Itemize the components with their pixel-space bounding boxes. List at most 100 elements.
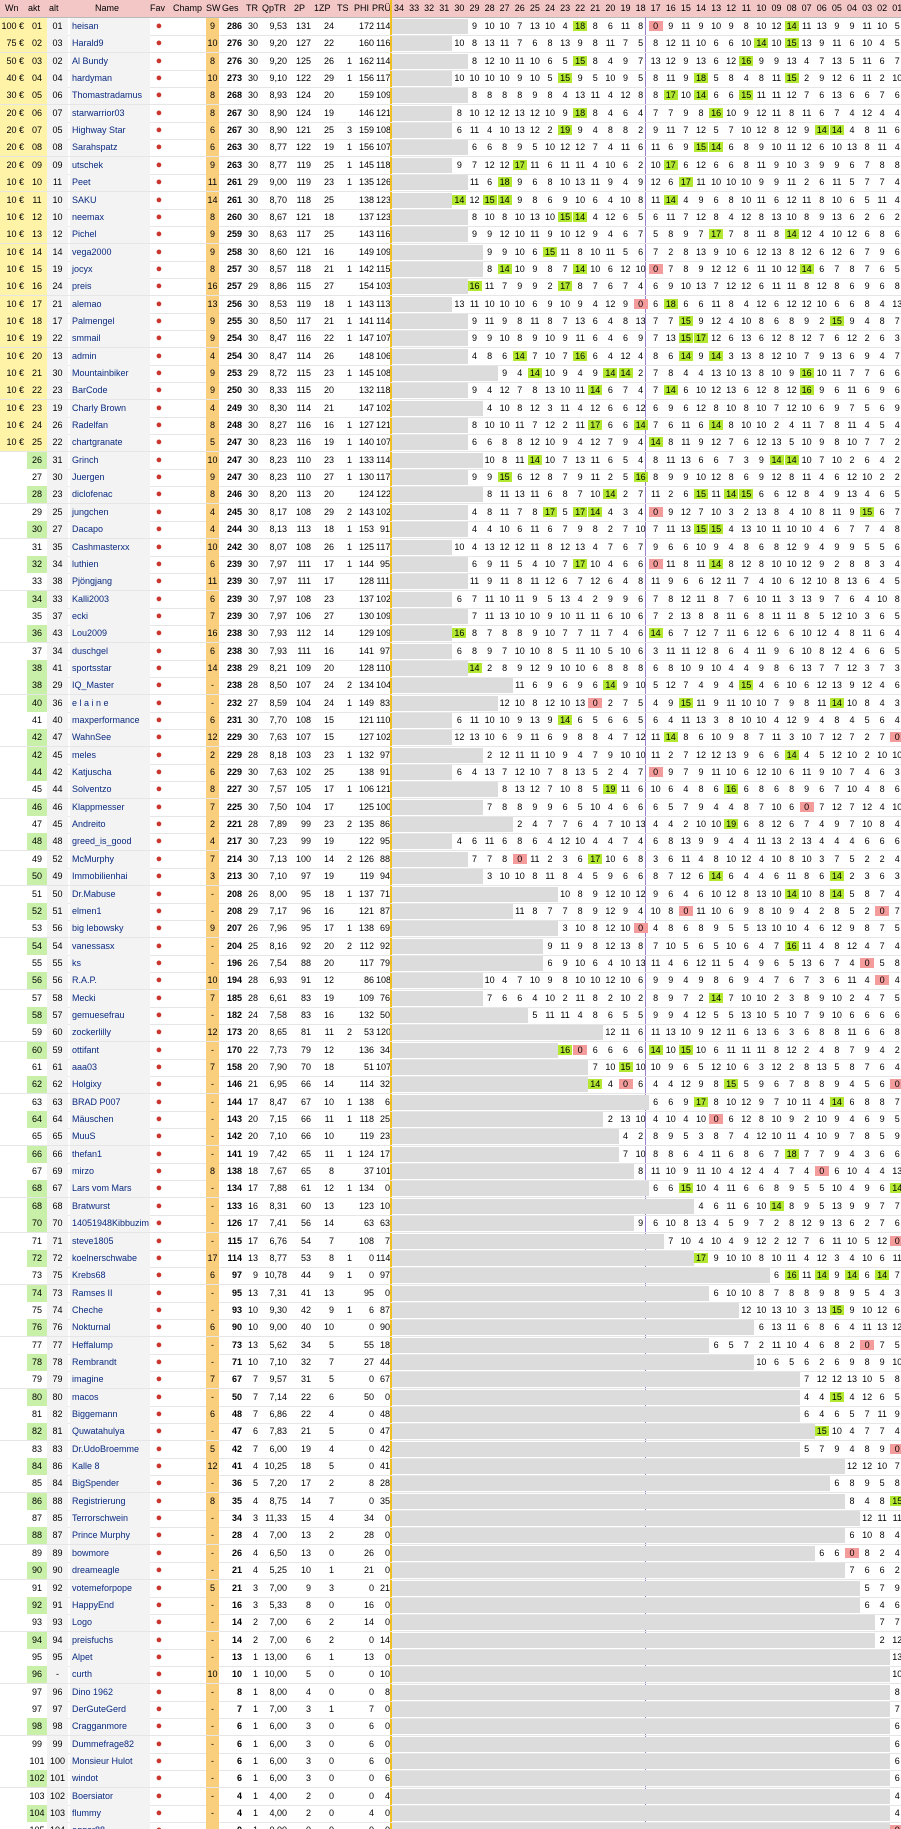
user-name-link[interactable]: Peet [70,174,150,192]
user-name-link[interactable]: aaa03 [70,1059,150,1076]
user-name-link[interactable]: Heffalump [70,1336,150,1354]
user-name-link[interactable]: Monsieur Hulot [70,1753,150,1770]
user-name-link[interactable]: preisfuchs [70,1631,150,1649]
user-name-link[interactable]: Kalli2003 [70,590,150,608]
user-name-link[interactable]: Kalle 8 [70,1458,150,1476]
user-name-link[interactable]: chartgranate [70,434,150,452]
user-name-link[interactable]: jocyx [70,260,150,278]
user-name-link[interactable]: maxperformance [70,712,150,729]
user-name-link[interactable]: Katjuscha [70,764,150,782]
user-name-link[interactable]: duschgel [70,642,150,660]
user-name-link[interactable]: meles [70,746,150,764]
user-name-link[interactable]: Lou2009 [70,625,150,643]
user-name-link[interactable]: elmen1 [70,902,150,920]
user-name-link[interactable]: Nokturnal [70,1319,150,1337]
user-name-link[interactable]: Dr.UdoBroemme [70,1440,150,1458]
user-name-link[interactable]: thefan1 [70,1145,150,1163]
user-name-link[interactable]: heisan [70,18,150,35]
user-name-link[interactable]: vanessasx [70,937,150,955]
user-name-link[interactable]: Thomastradamus [70,87,150,105]
user-name-link[interactable]: Harald9 [70,35,150,53]
user-name-link[interactable]: Dino 1962 [70,1683,150,1701]
user-name-link[interactable]: Klappmesser [70,798,150,816]
user-name-link[interactable]: Ramses II [70,1284,150,1302]
user-name-link[interactable]: Alpet [70,1648,150,1666]
user-name-link[interactable]: McMurphy [70,850,150,868]
user-name-link[interactable]: MuuS [70,1128,150,1146]
user-name-link[interactable]: preis [70,278,150,296]
user-name-link[interactable]: Prince Murphy [70,1527,150,1545]
user-name-link[interactable]: neemax [70,208,150,226]
user-name-link[interactable]: macos [70,1388,150,1406]
user-name-link[interactable]: sportsstar [70,659,150,677]
user-name-link[interactable]: Juergen [70,469,150,487]
user-name-link[interactable]: Dr.Mabuse [70,885,150,903]
user-name-link[interactable]: Lars vom Mars [70,1180,150,1198]
user-name-link[interactable]: BRAD P007 [70,1093,150,1111]
user-name-link[interactable]: gemuesefrau [70,1006,150,1024]
user-name-link[interactable]: Bratwurst [70,1197,150,1215]
user-name-link[interactable]: Boersiator [70,1787,150,1805]
user-name-link[interactable]: DerGuteGerd [70,1700,150,1718]
user-name-link[interactable]: Dummefrage82 [70,1735,150,1753]
user-name-link[interactable]: BarCode [70,382,150,400]
user-name-link[interactable]: admin [70,347,150,365]
user-name-link[interactable]: windot [70,1770,150,1788]
user-name-link[interactable]: BigSpender [70,1475,150,1493]
user-name-link[interactable]: starwarrior03 [70,104,150,122]
user-name-link[interactable]: HappyEnd [70,1596,150,1614]
user-name-link[interactable]: IQ_Master [70,677,150,695]
user-name-link[interactable]: koelnerschwabe [70,1249,150,1267]
user-name-link[interactable]: Radelfan [70,417,150,435]
user-name-link[interactable]: Registrierung [70,1492,150,1510]
user-name-link[interactable]: Immobilienhai [70,868,150,886]
user-name-link[interactable]: Andreito [70,816,150,834]
user-name-link[interactable]: imagine [70,1371,150,1389]
user-name-link[interactable]: votemeforpope [70,1579,150,1597]
user-name-link[interactable]: bowmore [70,1544,150,1562]
user-name-link[interactable]: Holgixy [70,1076,150,1094]
user-name-link[interactable]: Solventzo [70,781,150,799]
user-name-link[interactable]: diclofenac [70,486,150,504]
user-name-link[interactable]: R.A.P. [70,972,150,990]
user-name-link[interactable]: vega2000 [70,243,150,261]
user-name-link[interactable]: Mecki [70,989,150,1007]
user-name-link[interactable]: Grinch [70,451,150,469]
user-name-link[interactable]: Pjöngjang [70,573,150,591]
user-name-link[interactable]: Mountainbiker [70,365,150,382]
user-name-link[interactable]: Rembrandt [70,1353,150,1371]
user-name-link[interactable]: e l a i n e [70,694,150,712]
user-name-link[interactable]: ottifant [70,1041,150,1059]
user-name-link[interactable]: 14051948Kibbuzim [70,1215,150,1233]
user-name-link[interactable]: Al Bundy [70,52,150,70]
user-name-link[interactable]: Cashmasterxx [70,538,150,556]
user-name-link[interactable]: WahnSee [70,729,150,747]
user-name-link[interactable]: greed_is_good [70,833,150,851]
user-name-link[interactable]: mirzo [70,1163,150,1181]
user-name-link[interactable]: Dacapo [70,521,150,539]
user-name-link[interactable]: curth [70,1666,150,1684]
user-name-link[interactable]: Terrorschwein [70,1510,150,1528]
user-name-link[interactable]: Mäuschen [70,1111,150,1129]
user-name-link[interactable]: Logo [70,1614,150,1632]
user-name-link[interactable]: Cragganmore [70,1718,150,1736]
user-name-link[interactable]: hardyman [70,70,150,88]
user-name-link[interactable]: egger88 [70,1822,150,1829]
user-name-link[interactable]: Sarahspatz [70,139,150,157]
user-name-link[interactable]: zockerlilly [70,1024,150,1042]
user-name-link[interactable]: big lebowsky [70,920,150,938]
user-name-link[interactable]: Krebs68 [70,1267,150,1285]
user-name-link[interactable]: Charly Brown [70,399,150,417]
user-name-link[interactable]: ecki [70,607,150,625]
user-name-link[interactable]: alemao [70,295,150,313]
user-name-link[interactable]: Quwatahulya [70,1423,150,1441]
user-name-link[interactable]: smmail [70,330,150,348]
user-name-link[interactable]: Palmengel [70,312,150,330]
user-name-link[interactable]: ks [70,954,150,972]
user-name-link[interactable]: SAKU [70,191,150,209]
user-name-link[interactable]: flummy [70,1805,150,1823]
user-name-link[interactable]: jungchen [70,503,150,521]
user-name-link[interactable]: dreameagle [70,1562,150,1580]
user-name-link[interactable]: Pichel [70,226,150,244]
user-name-link[interactable]: steve1805 [70,1232,150,1250]
